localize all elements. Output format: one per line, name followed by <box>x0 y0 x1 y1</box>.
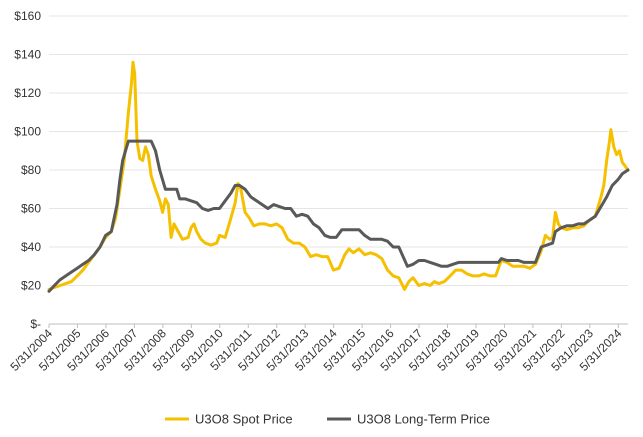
series-line-long-term-price <box>47 139 630 293</box>
grid-layer <box>49 15 628 286</box>
x-tick-labels: 5/31/20045/31/20055/31/20065/31/20075/31… <box>7 326 624 374</box>
y-tick-label: $120 <box>14 86 41 100</box>
axis-layer <box>48 323 628 328</box>
y-tick-label: $40 <box>21 240 41 254</box>
legend-label-long-term-price[interactable]: U3O8 Long-Term Price <box>357 412 490 427</box>
y-tick-label: $140 <box>14 48 41 62</box>
y-tick-label: $100 <box>14 125 41 139</box>
legend[interactable]: U3O8 Spot Price U3O8 Long-Term Price <box>165 412 490 427</box>
y-tick-label: $- <box>30 317 41 331</box>
series-layer <box>47 60 630 293</box>
y-tick-label: $160 <box>14 9 41 23</box>
y-tick-label: $80 <box>21 163 41 177</box>
y-tick-labels: $- $20 $40 $60 $80 $100 $120 $140 $160 <box>14 9 41 331</box>
legend-label-spot-price[interactable]: U3O8 Spot Price <box>195 412 293 427</box>
y-tick-label: $60 <box>21 202 41 216</box>
y-tick-label: $20 <box>21 279 41 293</box>
series-line-spot-price <box>47 60 630 291</box>
